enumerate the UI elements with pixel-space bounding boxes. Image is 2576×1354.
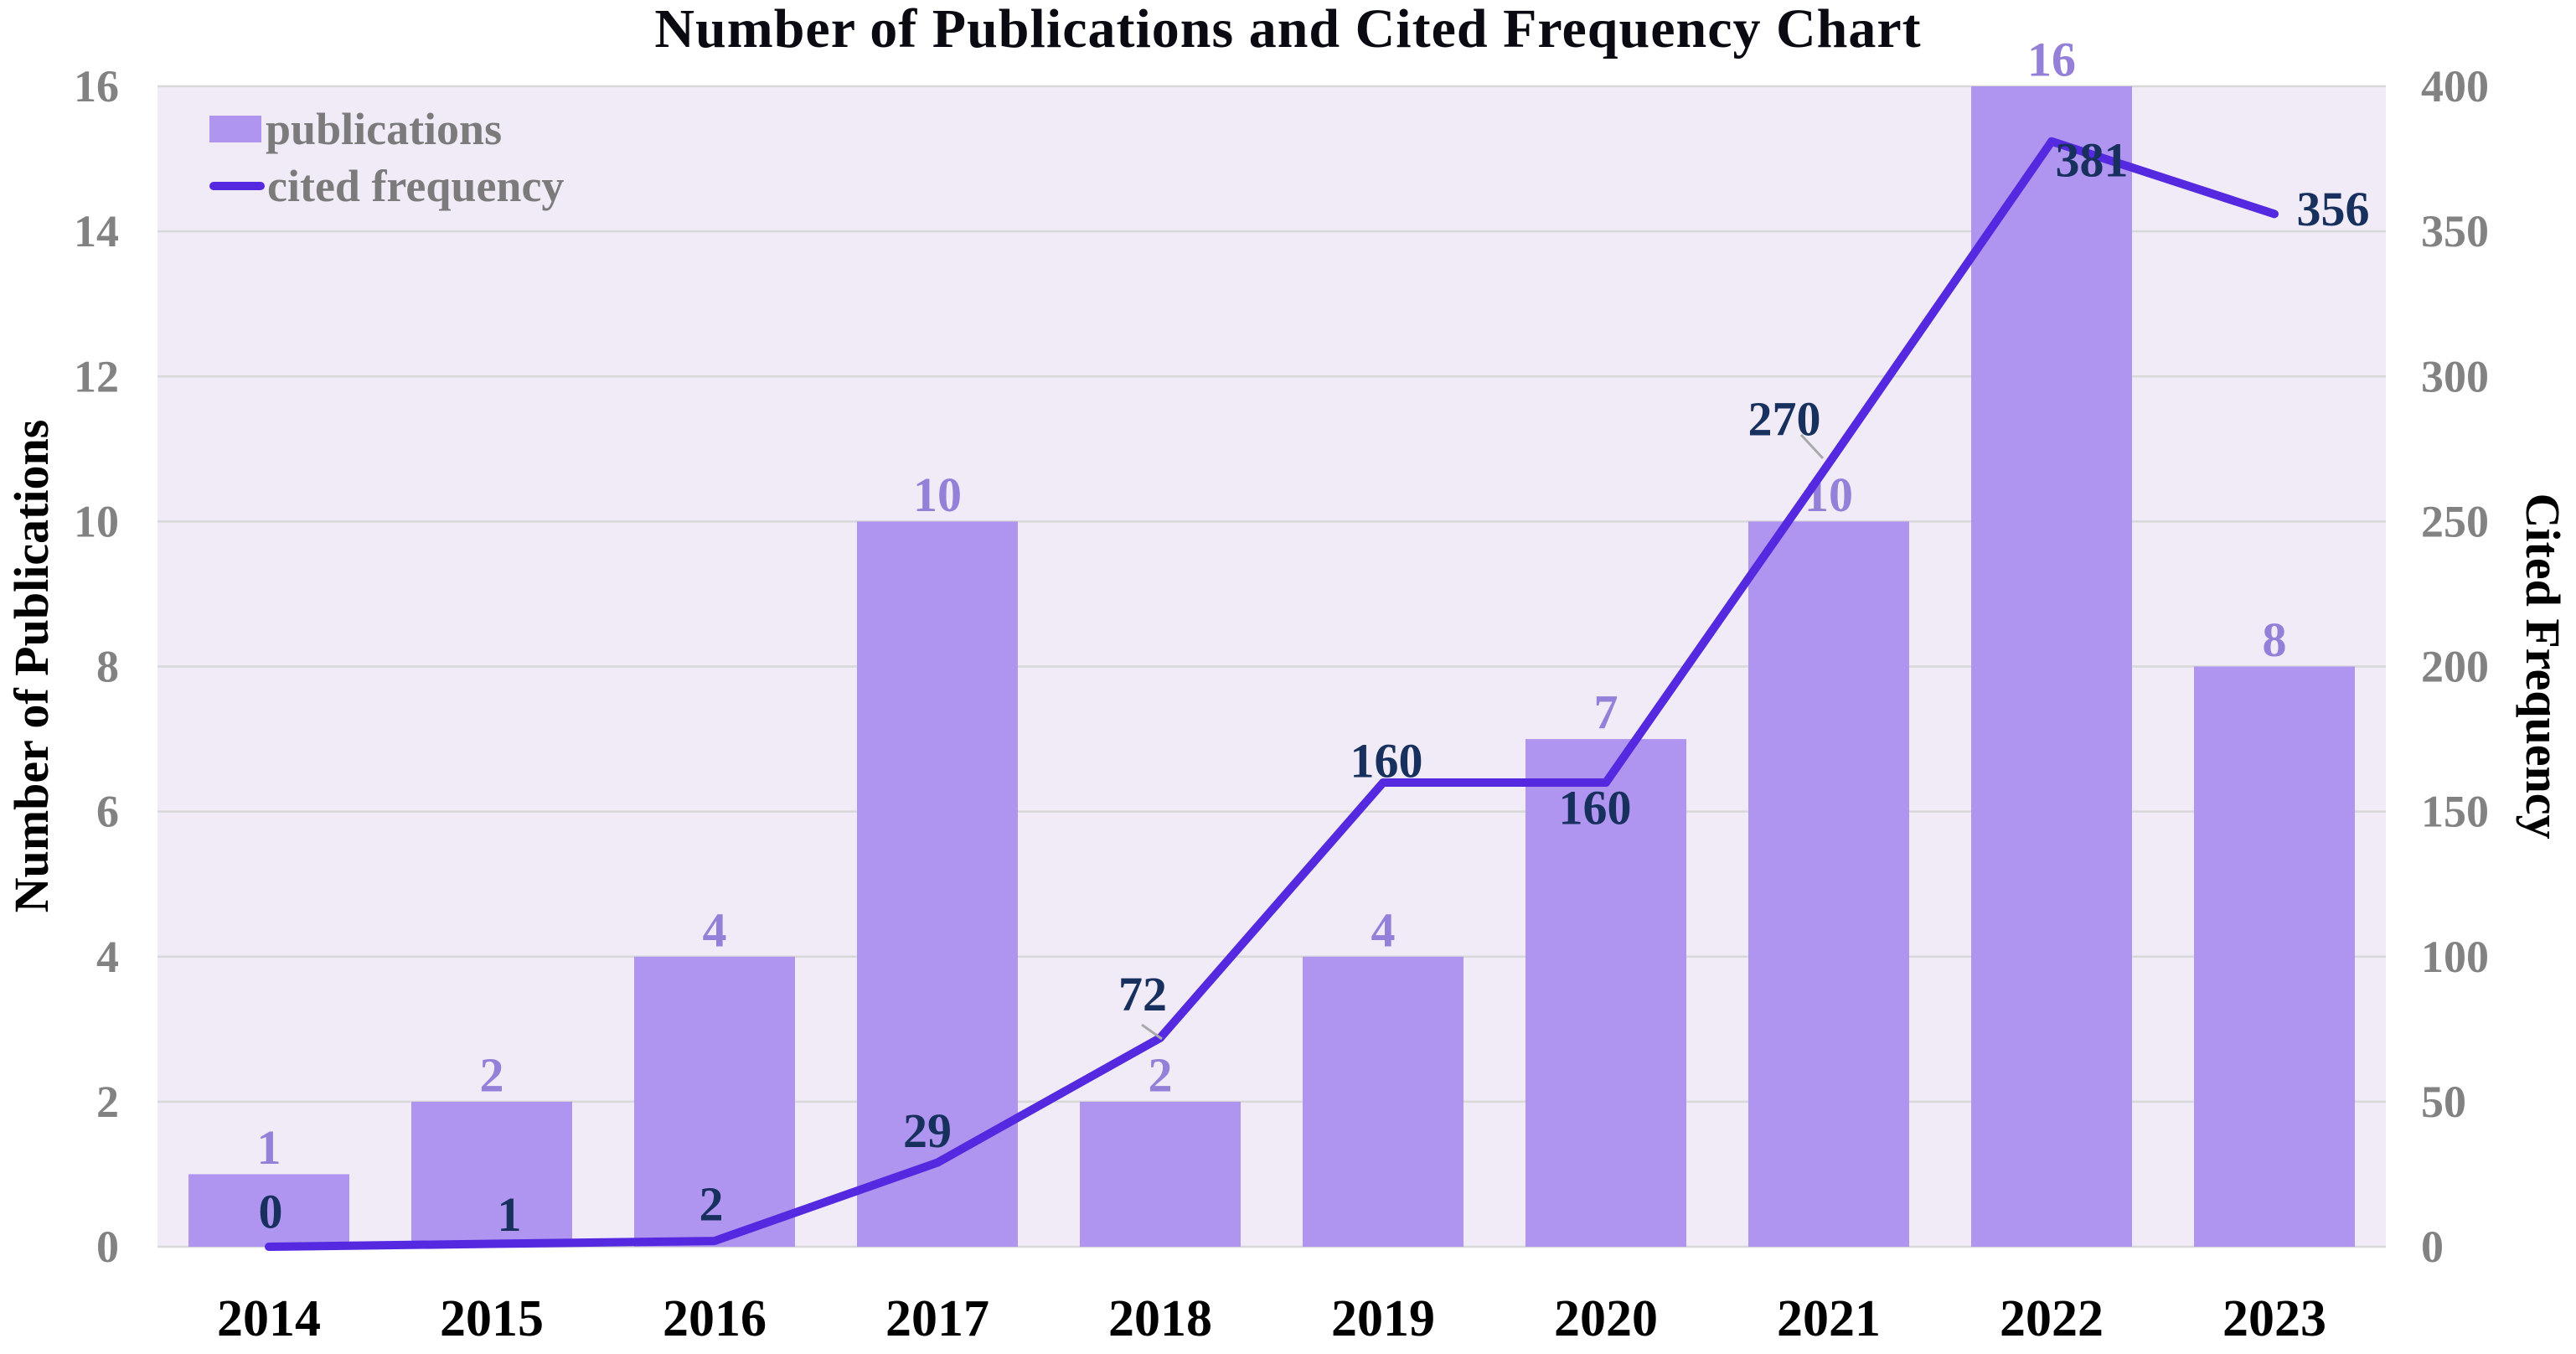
line-value-label: 356	[2297, 182, 2370, 236]
bar-2018	[1080, 1101, 1241, 1247]
right-axis-title: Cited Frequency	[2516, 493, 2570, 840]
bar-2017	[857, 521, 1018, 1247]
right-axis-tick: 350	[2421, 206, 2489, 256]
line-value-label: 0	[259, 1185, 283, 1239]
left-axis-tick: 8	[96, 642, 119, 692]
bar-2023	[2194, 666, 2355, 1247]
x-axis-tick: 2021	[1777, 1290, 1881, 1347]
bar-2020	[1525, 739, 1686, 1247]
line-value-label: 1	[498, 1187, 522, 1242]
line-value-label: 270	[1748, 392, 1821, 447]
bar-value-label: 7	[1594, 685, 1618, 740]
legend: publications cited frequency	[209, 101, 564, 214]
bar-value-label: 2	[1149, 1047, 1173, 1102]
left-axis-tick: 2	[96, 1077, 119, 1127]
left-axis-tick: 16	[74, 61, 119, 111]
bar-2021	[1748, 521, 1909, 1247]
left-axis-tick: 6	[96, 787, 119, 837]
bar-value-label: 2	[480, 1047, 504, 1102]
bar-value-label: 4	[703, 902, 727, 957]
bar-value-label: 16	[2027, 33, 2076, 87]
bar-2015	[411, 1101, 572, 1247]
x-axis-tick: 2020	[1554, 1290, 1658, 1347]
chart-title: Number of Publications and Cited Frequen…	[654, 0, 1922, 59]
left-axis-tick: 10	[74, 496, 119, 546]
legend-item-publications: publications	[209, 101, 564, 158]
line-value-label: 72	[1118, 967, 1167, 1021]
line-value-label: 2	[699, 1177, 724, 1232]
left-axis-tick: 12	[74, 351, 119, 401]
label-leader-line	[1799, 433, 1825, 460]
bar-2022	[1971, 86, 2132, 1247]
x-axis-tick: 2019	[1331, 1290, 1435, 1347]
right-axis-tick: 100	[2421, 932, 2489, 982]
label-leader-line	[1141, 1023, 1163, 1041]
bar-2014	[188, 1174, 349, 1247]
line-value-label: 381	[2056, 132, 2129, 187]
cited-frequency-swatch-icon	[209, 182, 265, 190]
cited-frequency-line	[265, 137, 2279, 1251]
line-value-label: 160	[1559, 781, 1632, 835]
legend-label-cited-frequency: cited frequency	[267, 161, 565, 211]
legend-label-publications: publications	[266, 104, 503, 154]
bar-value-label: 8	[2263, 612, 2287, 667]
x-axis-tick: 2014	[217, 1290, 321, 1347]
bar-value-label: 10	[1804, 468, 1853, 522]
right-axis-tick: 300	[2421, 351, 2489, 401]
legend-item-cited-frequency: cited frequency	[209, 158, 564, 214]
bar-2019	[1303, 956, 1464, 1247]
bar-value-label: 4	[1371, 902, 1396, 957]
publications-swatch-icon	[209, 116, 261, 142]
left-axis-title: Number of Publications	[4, 419, 59, 913]
right-axis-tick: 150	[2421, 787, 2489, 837]
right-axis-tick: 50	[2421, 1077, 2466, 1127]
line-value-label: 29	[903, 1103, 952, 1158]
x-axis-tick: 2015	[440, 1290, 544, 1347]
bar-2016	[634, 956, 795, 1247]
x-axis-tick: 2018	[1108, 1290, 1212, 1347]
right-axis-tick: 0	[2421, 1222, 2444, 1272]
x-axis-tick: 2023	[2222, 1290, 2326, 1347]
bar-value-label: 1	[257, 1120, 281, 1175]
x-axis-tick: 2016	[663, 1290, 767, 1347]
bar-value-label: 10	[913, 468, 962, 522]
left-axis-tick: 0	[96, 1222, 119, 1272]
right-axis-tick: 400	[2421, 61, 2489, 111]
x-axis-tick: 2022	[2000, 1290, 2104, 1347]
left-axis-tick: 4	[96, 932, 119, 982]
right-axis-tick: 200	[2421, 642, 2489, 692]
right-axis-tick: 250	[2421, 496, 2489, 546]
left-axis-tick: 14	[74, 206, 119, 256]
line-value-label: 160	[1350, 734, 1423, 788]
x-axis-tick: 2017	[885, 1290, 989, 1347]
